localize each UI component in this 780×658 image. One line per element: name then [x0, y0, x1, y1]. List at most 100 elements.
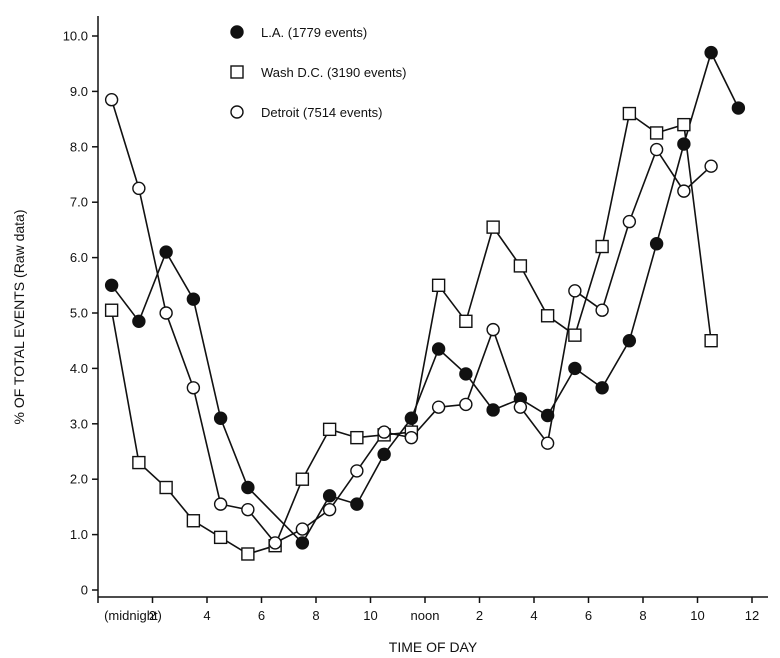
legend-marker-1 — [230, 65, 244, 79]
data-point-series-2 — [649, 142, 664, 157]
x-tick-label: noon — [411, 608, 440, 623]
x-tick-label: (midnight) — [104, 608, 162, 623]
data-point-series-1 — [568, 328, 582, 342]
data-point-series-0 — [132, 314, 146, 329]
data-point-series-1 — [186, 514, 201, 528]
data-point-series-0 — [677, 137, 691, 151]
data-point-series-0 — [350, 497, 364, 511]
data-point-series-2 — [104, 93, 119, 107]
data-point-series-0 — [377, 447, 391, 461]
data-point-series-1 — [241, 547, 255, 561]
y-tick-label: 6.0 — [70, 250, 88, 265]
data-point-series-2 — [159, 306, 173, 320]
x-tick-label: 10 — [690, 608, 704, 623]
y-tick-label: 10.0 — [63, 29, 88, 44]
data-point-series-1 — [213, 530, 228, 545]
data-point-series-2 — [459, 397, 473, 412]
data-point-series-1 — [459, 314, 473, 329]
data-point-series-1 — [677, 117, 691, 132]
data-point-series-2 — [186, 381, 201, 395]
data-point-series-1 — [295, 472, 310, 486]
data-point-series-0 — [431, 342, 446, 356]
data-point-series-2 — [213, 497, 228, 511]
y-tick-label: 3.0 — [70, 416, 88, 431]
data-point-series-2 — [322, 502, 337, 517]
data-point-series-2 — [704, 159, 718, 173]
data-point-series-0 — [295, 536, 310, 550]
data-point-series-2 — [513, 400, 528, 414]
data-point-series-2 — [486, 322, 500, 337]
y-tick-label: 2.0 — [70, 472, 88, 487]
x-tick-label: 8 — [639, 608, 646, 623]
data-point-series-0 — [595, 381, 609, 395]
series-lines — [110, 50, 740, 555]
y-tick-label: 7.0 — [70, 195, 88, 210]
data-point-series-2 — [540, 436, 555, 450]
data-point-series-2 — [431, 400, 446, 414]
x-tick-label: 8 — [312, 608, 319, 623]
data-point-series-1 — [649, 126, 664, 140]
y-tick-label: 5.0 — [70, 306, 88, 321]
data-point-series-2 — [295, 522, 310, 536]
legend-marker-2 — [230, 105, 244, 119]
data-point-series-1 — [595, 239, 609, 254]
data-point-series-2 — [595, 303, 609, 317]
y-tick-label: 1.0 — [70, 527, 88, 542]
data-point-series-1 — [322, 422, 337, 437]
data-point-series-1 — [431, 278, 446, 292]
x-tick-label: 6 — [585, 608, 592, 623]
data-point-series-2 — [268, 536, 282, 550]
data-point-series-0 — [459, 367, 473, 381]
y-tick-label: 8.0 — [70, 139, 88, 154]
x-tick-label: 2 — [476, 608, 483, 623]
x-tick-label: 4 — [203, 608, 210, 623]
x-axis-title: TIME OF DAY — [389, 639, 478, 655]
y-axis-title: % OF TOTAL EVENTS (Raw data) — [11, 210, 27, 425]
x-tick-label: 6 — [258, 608, 265, 623]
data-point-series-0 — [159, 245, 173, 259]
x-tick-label: 4 — [530, 608, 537, 623]
data-point-series-2 — [568, 284, 582, 298]
x-tick-label: 10 — [363, 608, 377, 623]
data-point-series-0 — [540, 408, 555, 423]
data-point-series-2 — [132, 181, 146, 196]
data-point-series-0 — [404, 411, 419, 425]
data-point-series-1 — [704, 334, 718, 348]
data-point-series-1 — [132, 455, 146, 470]
data-point-series-2 — [241, 502, 255, 517]
data-point-series-2 — [622, 214, 637, 229]
data-point-series-0 — [568, 361, 582, 376]
data-point-series-2 — [404, 430, 419, 445]
data-point-series-0 — [322, 489, 337, 503]
series-line-2 — [110, 99, 712, 544]
data-point-series-0 — [731, 101, 746, 115]
data-point-series-0 — [704, 45, 718, 60]
y-tick-label: 4.0 — [70, 361, 88, 376]
y-tick-label: 0 — [81, 583, 88, 598]
data-point-series-0 — [241, 480, 255, 495]
legend-marker-0 — [230, 25, 244, 39]
data-point-series-0 — [622, 334, 637, 348]
data-point-series-2 — [377, 425, 391, 439]
y-axis-ticks: 0 1.0 2.0 3.0 4.0 5.0 6.0 7.0 8.0 9.0 10.0 — [63, 29, 98, 598]
data-point-series-1 — [104, 303, 119, 317]
series-markers — [104, 45, 746, 561]
data-point-series-2 — [677, 184, 691, 198]
data-point-series-0 — [104, 278, 119, 292]
data-point-series-1 — [159, 480, 173, 495]
legend-label: Wash D.C. (3190 events) — [261, 65, 406, 80]
x-axis-ticks: (midnight)2 4 6 8 10 noon 2 4 6 8 10 12 — [97, 597, 759, 623]
data-point-series-0 — [186, 292, 201, 306]
x-tick-label: 2 — [149, 608, 156, 623]
series-line-0 — [110, 50, 740, 545]
data-point-series-1 — [540, 309, 555, 323]
y-tick-label: 9.0 — [70, 84, 88, 99]
data-point-series-2 — [350, 464, 364, 478]
data-point-series-1 — [350, 430, 364, 445]
data-point-series-1 — [486, 220, 500, 234]
legend-label: Detroit (7514 events) — [261, 105, 382, 120]
legend-label: L.A. (1779 events) — [261, 25, 367, 40]
data-point-series-1 — [513, 259, 528, 273]
legend: L.A. (1779 events) Wash D.C. (3190 events… — [230, 25, 406, 120]
